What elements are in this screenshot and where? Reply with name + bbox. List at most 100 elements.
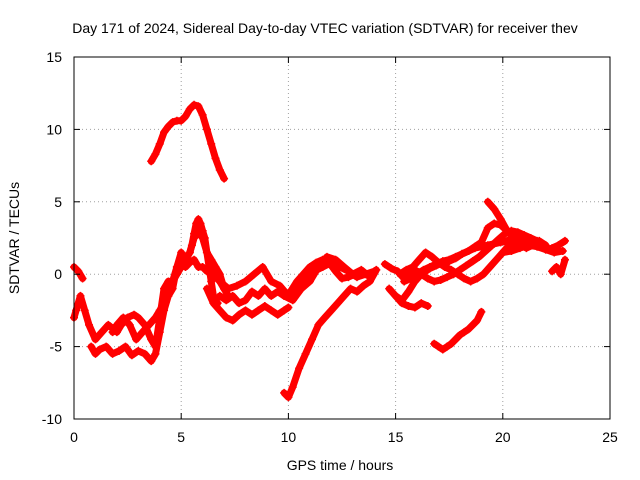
data-point <box>404 287 413 296</box>
data-point <box>194 226 203 235</box>
data-point <box>215 165 224 174</box>
data-point <box>164 291 173 300</box>
data-point <box>235 310 244 319</box>
data-point <box>228 291 237 300</box>
data-point <box>468 320 477 329</box>
data-point <box>490 205 499 214</box>
data-point <box>164 122 173 131</box>
data-point <box>535 236 544 245</box>
data-point <box>490 219 499 228</box>
data-point <box>404 302 413 311</box>
data-point <box>215 277 224 286</box>
data-point <box>102 342 111 351</box>
data-point <box>481 247 490 256</box>
data-point <box>307 335 316 344</box>
data-point <box>207 255 216 264</box>
data-point <box>260 302 269 311</box>
data-point <box>202 125 211 134</box>
x-axis-label: GPS time / hours <box>287 457 394 473</box>
data-point <box>395 270 404 279</box>
data-point <box>108 349 117 358</box>
data-series <box>70 100 569 402</box>
data-point <box>372 265 381 274</box>
data-point <box>365 273 374 282</box>
data-point <box>496 215 505 224</box>
data-point <box>548 267 557 276</box>
data-point <box>438 257 447 266</box>
data-point <box>288 296 297 305</box>
data-point <box>207 139 216 148</box>
y-tick-label: -10 <box>42 411 62 427</box>
data-point <box>267 306 276 315</box>
data-point <box>190 255 199 264</box>
y-tick-label: 5 <box>54 194 62 210</box>
series-trace <box>548 256 569 278</box>
data-point <box>202 267 211 276</box>
y-tick-label: 15 <box>46 49 62 65</box>
data-point <box>305 262 314 271</box>
data-point <box>443 273 452 282</box>
data-point <box>509 234 518 242</box>
data-point <box>190 100 199 109</box>
y-axis-label: SDTVAR / TECUs <box>6 182 22 294</box>
data-point <box>147 335 156 344</box>
data-point <box>130 310 139 319</box>
y-tick-label: -5 <box>50 339 63 355</box>
data-point <box>275 281 284 290</box>
series-track-1 <box>70 262 87 283</box>
data-point <box>254 291 263 300</box>
data-point <box>460 328 469 337</box>
data-point <box>215 306 224 315</box>
data-point <box>76 291 85 300</box>
data-point <box>292 277 301 286</box>
data-point <box>198 262 207 271</box>
data-point <box>398 299 407 308</box>
data-point <box>533 242 542 251</box>
data-point <box>258 262 267 271</box>
data-point <box>423 274 432 283</box>
x-tick-label: 0 <box>70 429 78 445</box>
data-point <box>267 277 276 286</box>
data-point <box>121 342 130 351</box>
data-point <box>241 277 250 286</box>
data-point <box>115 346 124 355</box>
data-point <box>284 303 293 312</box>
data-point <box>560 236 569 245</box>
data-point <box>267 291 276 300</box>
data-point <box>215 291 224 300</box>
data-point <box>211 154 220 163</box>
data-point <box>503 226 512 235</box>
x-tick-label: 25 <box>602 429 618 445</box>
data-point <box>224 284 233 293</box>
data-point <box>177 255 186 264</box>
data-point <box>95 345 104 354</box>
data-point <box>125 320 134 329</box>
data-point <box>80 306 89 315</box>
data-point <box>423 302 432 311</box>
data-point <box>475 252 484 261</box>
data-point <box>556 270 565 279</box>
series-track-18 <box>498 241 567 257</box>
data-point <box>185 258 194 267</box>
data-point <box>507 247 516 256</box>
data-point <box>408 262 417 271</box>
data-point <box>297 284 306 293</box>
data-point <box>550 248 559 257</box>
data-point <box>181 112 190 121</box>
data-point <box>458 249 467 258</box>
data-point <box>194 102 203 111</box>
data-point <box>209 262 218 271</box>
data-point <box>340 262 349 271</box>
data-point <box>181 262 190 271</box>
data-point <box>147 357 156 366</box>
series-trace <box>87 227 228 365</box>
data-point <box>202 248 211 257</box>
data-point <box>455 331 464 340</box>
data-point <box>417 299 426 308</box>
data-point <box>443 342 452 351</box>
data-point <box>387 264 396 273</box>
data-point <box>515 244 524 253</box>
data-point <box>327 306 336 315</box>
data-point <box>250 270 259 279</box>
series-track-6 <box>202 284 293 325</box>
